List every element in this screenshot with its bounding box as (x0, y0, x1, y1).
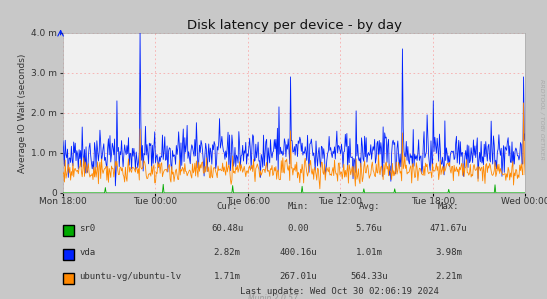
Text: sr0: sr0 (79, 224, 95, 233)
Text: Avg:: Avg: (358, 202, 380, 211)
Text: 3.98m: 3.98m (435, 248, 462, 257)
Text: vda: vda (79, 248, 95, 257)
Text: Last update: Wed Oct 30 02:06:19 2024: Last update: Wed Oct 30 02:06:19 2024 (240, 287, 439, 296)
Text: 2.21m: 2.21m (435, 272, 462, 281)
Text: 564.33u: 564.33u (351, 272, 388, 281)
Y-axis label: Average IO Wait (seconds): Average IO Wait (seconds) (18, 53, 27, 173)
Text: 0.00: 0.00 (287, 224, 309, 233)
Text: 1.71m: 1.71m (213, 272, 241, 281)
Text: 267.01u: 267.01u (280, 272, 317, 281)
Text: RRDTOOL / TOBI OETIKER: RRDTOOL / TOBI OETIKER (539, 79, 544, 160)
Text: Cur:: Cur: (216, 202, 238, 211)
Text: 5.76u: 5.76u (356, 224, 383, 233)
Text: 471.67u: 471.67u (430, 224, 467, 233)
Text: ubuntu-vg/ubuntu-lv: ubuntu-vg/ubuntu-lv (79, 272, 182, 281)
Text: Munin 2.0.57: Munin 2.0.57 (248, 295, 299, 299)
Text: Max:: Max: (438, 202, 459, 211)
Text: 60.48u: 60.48u (211, 224, 243, 233)
Text: 1.01m: 1.01m (356, 248, 383, 257)
Text: 400.16u: 400.16u (280, 248, 317, 257)
Text: Min:: Min: (287, 202, 309, 211)
Text: 2.82m: 2.82m (213, 248, 241, 257)
Title: Disk latency per device - by day: Disk latency per device - by day (187, 19, 401, 32)
